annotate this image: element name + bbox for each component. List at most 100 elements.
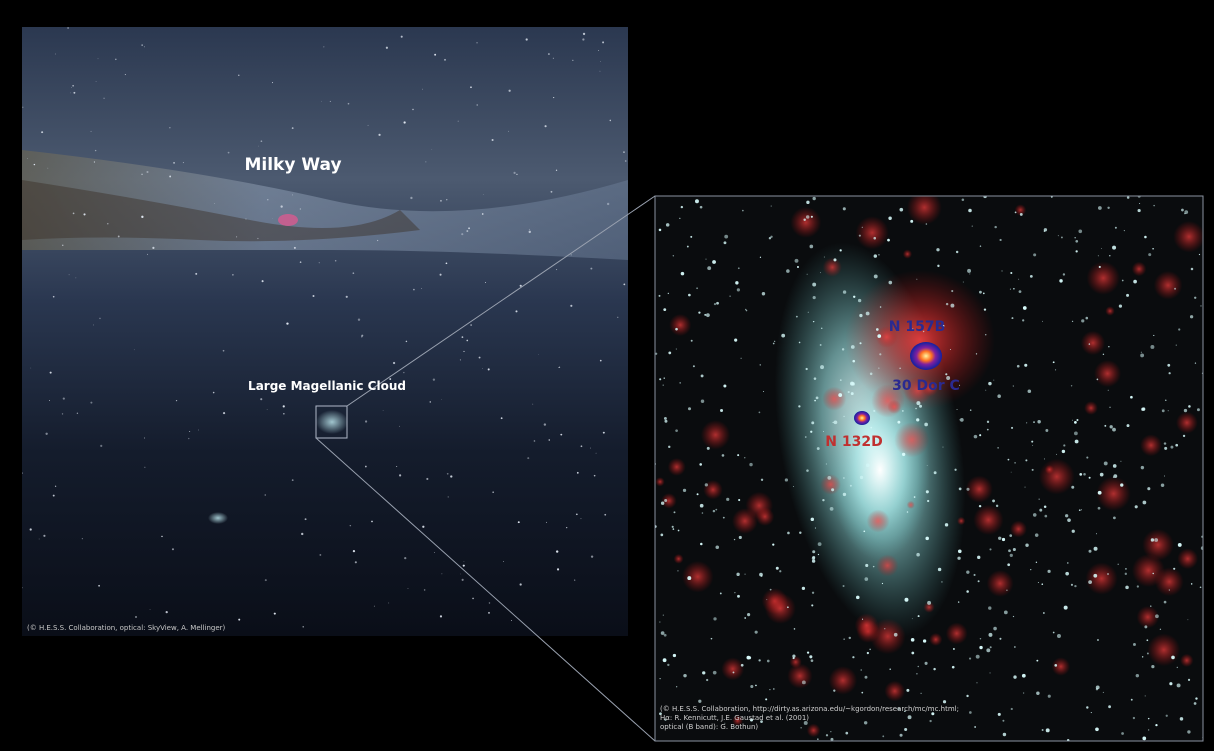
star [1096,533,1097,534]
star [599,71,600,72]
star [557,568,559,570]
star [1044,515,1047,518]
star [281,205,283,207]
star [852,656,854,658]
star [1023,306,1027,310]
star [43,535,45,537]
star [358,319,360,321]
star [870,373,873,376]
nebula [876,554,898,576]
star [1153,335,1154,336]
star [865,577,869,581]
nebula [903,249,912,258]
star [1126,294,1129,297]
star [766,599,767,600]
star [301,533,303,535]
star [675,429,678,432]
star [908,715,912,719]
star [986,648,990,652]
star [355,561,357,563]
star [954,469,956,471]
star [824,256,825,257]
star [734,592,735,593]
star [815,528,816,529]
star [850,485,852,487]
star [30,368,31,369]
nebula [682,561,714,593]
star [799,531,801,533]
star [1107,207,1109,209]
credit: Hα: R. Kennicutt, J.E. Gaustad et al. (2… [660,714,809,722]
star [1148,729,1149,730]
star [265,494,266,495]
star [1079,509,1081,511]
star [582,38,584,40]
star [977,556,980,559]
star [850,382,854,386]
star [945,523,948,526]
star [228,152,230,154]
star [75,278,76,279]
star [1133,717,1135,719]
star [687,576,691,580]
star [720,409,723,412]
star [862,227,863,228]
source-n157b [910,342,942,370]
star [663,615,664,616]
star [571,254,572,255]
star [988,606,991,609]
star [173,162,175,164]
star [1199,254,1200,255]
star [902,453,905,456]
star [1104,425,1106,427]
star [952,666,955,669]
star [434,552,435,553]
star [1190,315,1193,318]
star [1120,483,1123,486]
star [859,314,862,317]
star [283,405,285,407]
star [687,246,689,248]
star [1023,692,1024,693]
star [574,580,575,581]
star [96,81,97,82]
star [353,272,355,274]
star [1164,442,1166,444]
star [1154,538,1158,542]
nebula [1045,465,1054,474]
star [476,42,477,43]
star [245,218,246,219]
star [1147,653,1149,655]
star [966,570,969,573]
star [905,598,909,602]
star [759,411,761,413]
star [1063,273,1065,275]
star [1122,280,1124,282]
star [866,463,870,467]
nebula [1140,434,1162,456]
star [1121,732,1124,735]
star [67,27,69,29]
star [91,131,92,132]
star [839,249,841,251]
star [1048,695,1051,698]
star [596,453,597,454]
star [566,527,567,528]
star [1174,288,1176,290]
star [1127,424,1130,427]
star [1133,280,1137,284]
star [811,421,814,424]
star [1155,724,1157,726]
star [470,86,472,88]
star [1177,683,1181,687]
star [993,380,994,381]
star [70,93,71,94]
star [1085,317,1088,320]
star [734,339,737,342]
star [699,463,702,466]
star [50,372,52,374]
star [668,446,670,448]
nebula [907,501,915,509]
star [223,350,225,352]
star [943,700,946,703]
